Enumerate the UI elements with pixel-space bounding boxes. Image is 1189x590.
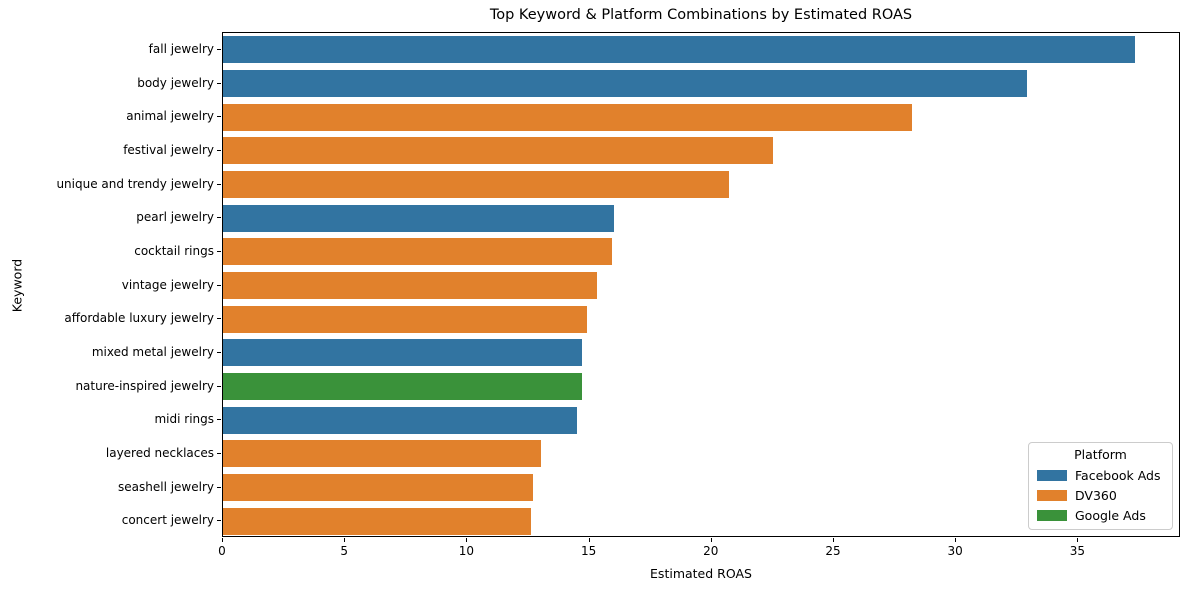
bar-body-jewelry xyxy=(223,70,1028,97)
y-tick-mark xyxy=(217,318,221,320)
bar-mixed-metal-jewelry xyxy=(223,339,583,367)
y-tick-label: layered necklaces xyxy=(105,445,214,460)
bar-concert-jewelry xyxy=(223,507,531,535)
y-tick-mark xyxy=(217,183,221,185)
bar-festival-jewelry xyxy=(223,137,773,165)
bar-affordable-luxury-jewelry xyxy=(223,305,588,333)
y-tick-label: midi rings xyxy=(154,412,214,427)
x-tick-mark xyxy=(466,538,468,542)
x-tick-label: 25 xyxy=(825,544,841,558)
x-tick-mark xyxy=(832,538,834,542)
x-tick-label: 0 xyxy=(218,544,226,558)
x-tick-label: 10 xyxy=(458,544,475,558)
bar-unique-and-trendy-jewelry xyxy=(223,171,729,198)
legend-item-dv360: DV360 xyxy=(1037,485,1164,505)
legend-items: Facebook Ads DV360 Google Ads xyxy=(1037,465,1164,525)
bar-cocktail-rings xyxy=(223,238,612,266)
bar-fall-jewelry xyxy=(223,36,1135,64)
y-tick-label: pearl jewelry xyxy=(136,210,214,225)
legend-swatch-icon xyxy=(1037,489,1067,501)
legend-label: Google Ads xyxy=(1075,507,1146,523)
x-tick-mark xyxy=(588,538,590,542)
x-tick-label: 30 xyxy=(947,544,963,558)
y-tick-label: mixed metal jewelry xyxy=(91,344,214,359)
legend-swatch-icon xyxy=(1037,509,1067,521)
y-tick-mark xyxy=(217,520,221,522)
y-tick-label: unique and trendy jewelry xyxy=(56,176,214,191)
x-axis-label: Estimated ROAS xyxy=(650,566,752,581)
y-tick-mark xyxy=(217,217,221,219)
y-tick-label: animal jewelry xyxy=(126,109,214,124)
x-tick-mark xyxy=(955,538,957,542)
x-tick-label: 5 xyxy=(340,544,348,558)
y-tick-mark xyxy=(217,48,221,50)
bar-layered-necklaces xyxy=(223,440,541,468)
bar-pearl-jewelry xyxy=(223,204,615,232)
y-tick-label: fall jewelry xyxy=(148,41,214,56)
chart-title: Top Keyword & Platform Combinations by E… xyxy=(489,7,913,23)
y-tick-mark xyxy=(217,284,221,286)
y-tick-label: concert jewelry xyxy=(121,513,214,528)
legend-title: Platform xyxy=(1074,447,1127,462)
legend-label: Facebook Ads xyxy=(1075,467,1161,483)
bars-container xyxy=(223,33,1179,536)
bar-nature-inspired-jewelry xyxy=(223,373,583,400)
legend-label: DV360 xyxy=(1075,487,1117,503)
legend-item-facebook-ads: Facebook Ads xyxy=(1037,465,1164,485)
bar-animal-jewelry xyxy=(223,103,913,131)
x-tick-mark xyxy=(222,538,223,542)
y-tick-mark xyxy=(217,419,221,421)
x-tick-label: 15 xyxy=(580,544,597,558)
bar-seashell-jewelry xyxy=(223,474,534,501)
plot-area xyxy=(222,32,1180,537)
y-tick-label: cocktail rings xyxy=(134,243,214,258)
x-tick-label: 35 xyxy=(1069,544,1085,558)
y-tick-mark xyxy=(217,149,221,151)
legend: Platform Facebook Ads DV360 Google Ads xyxy=(1028,442,1173,530)
y-tick-mark xyxy=(217,250,221,252)
bar-midi-rings xyxy=(223,406,578,434)
x-tick-mark xyxy=(710,538,712,542)
y-tick-label: nature-inspired jewelry xyxy=(75,378,214,393)
y-tick-mark xyxy=(217,82,221,84)
y-tick-mark xyxy=(217,486,221,488)
y-tick-mark xyxy=(217,452,221,454)
y-tick-mark xyxy=(217,351,221,353)
y-tick-label: festival jewelry xyxy=(123,142,214,157)
x-tick-mark xyxy=(1077,538,1079,542)
x-tick-label: 20 xyxy=(703,544,719,558)
y-tick-label: vintage jewelry xyxy=(121,277,214,292)
y-tick-label: body jewelry xyxy=(137,75,214,90)
y-tick-label: seashell jewelry xyxy=(118,479,214,494)
y-tick-label: affordable luxury jewelry xyxy=(64,311,214,326)
legend-swatch-icon xyxy=(1037,469,1067,481)
x-tick-mark xyxy=(344,538,346,542)
y-tick-mark xyxy=(217,116,221,118)
legend-item-google-ads: Google Ads xyxy=(1037,505,1164,525)
bar-vintage-jewelry xyxy=(223,272,597,299)
y-tick-mark xyxy=(217,385,221,387)
